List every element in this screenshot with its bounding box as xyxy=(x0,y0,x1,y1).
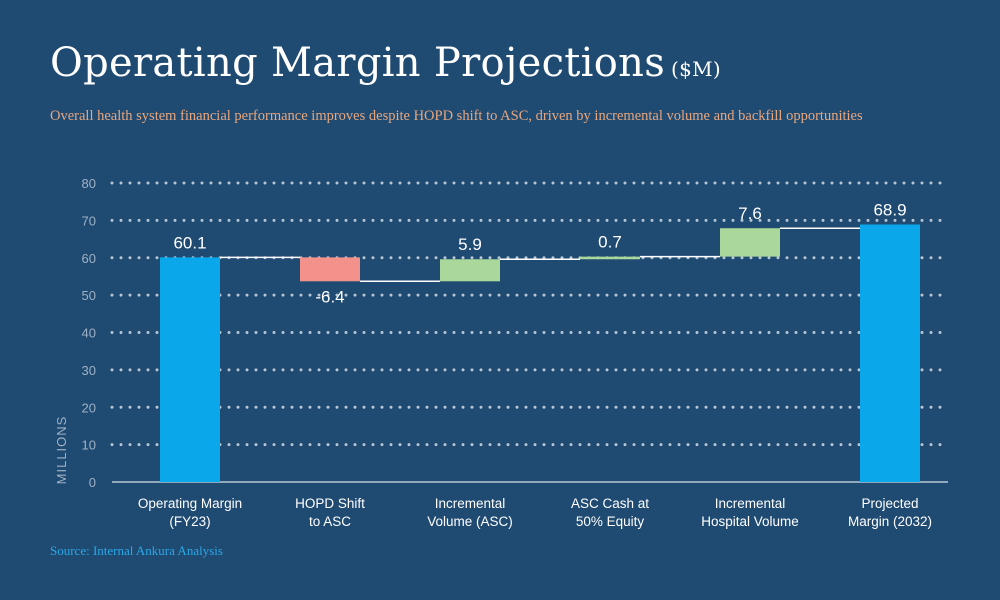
x-category-label: Projected xyxy=(861,496,918,511)
source-note: Source: Internal Ankura Analysis xyxy=(50,543,223,558)
data-label: 60.1 xyxy=(173,233,206,252)
chart-title-text: Operating Margin Projections xyxy=(50,40,666,86)
data-label: 0.7 xyxy=(598,233,622,252)
y-tick-label: 80 xyxy=(82,176,96,191)
y-tick-label: 20 xyxy=(82,400,96,415)
y-axis-title: MILLIONS xyxy=(54,416,69,485)
bar-decrease xyxy=(300,257,360,282)
data-label: 7.6 xyxy=(738,204,762,223)
chart-title-unit: ($M) xyxy=(671,57,722,81)
x-category-label: (FY23) xyxy=(169,514,210,529)
x-category-label: Hospital Volume xyxy=(701,514,799,529)
x-category-label: Operating Margin xyxy=(138,496,242,511)
y-tick-label: 50 xyxy=(82,288,96,303)
data-label: -6.4 xyxy=(315,287,344,306)
x-category-label: Incremental xyxy=(435,496,506,511)
y-tick-label: 0 xyxy=(89,475,96,490)
bar-total xyxy=(160,257,220,482)
data-label: 5.9 xyxy=(458,235,482,254)
x-category-label: to ASC xyxy=(309,514,351,529)
chart-title: Operating Margin Projections ($M) xyxy=(50,40,721,86)
y-tick-label: 40 xyxy=(82,326,96,341)
x-category-label: Margin (2032) xyxy=(848,514,932,529)
bar-total xyxy=(860,224,920,482)
y-tick-label: 70 xyxy=(82,213,96,228)
bar-increase xyxy=(440,259,500,282)
data-label: 68.9 xyxy=(873,200,906,219)
chart-subtitle: Overall health system financial performa… xyxy=(50,108,863,124)
x-category-label: ASC Cash at xyxy=(571,496,649,511)
y-tick-label: 10 xyxy=(82,438,96,453)
y-tick-label: 30 xyxy=(82,363,96,378)
x-category-label: 50% Equity xyxy=(576,514,645,529)
x-category-label: HOPD Shift xyxy=(295,496,365,511)
bar-increase xyxy=(720,228,780,257)
bar-increase xyxy=(580,256,640,260)
x-category-label: Volume (ASC) xyxy=(427,514,513,529)
x-category-label: Incremental xyxy=(715,496,786,511)
y-tick-label: 60 xyxy=(82,251,96,266)
